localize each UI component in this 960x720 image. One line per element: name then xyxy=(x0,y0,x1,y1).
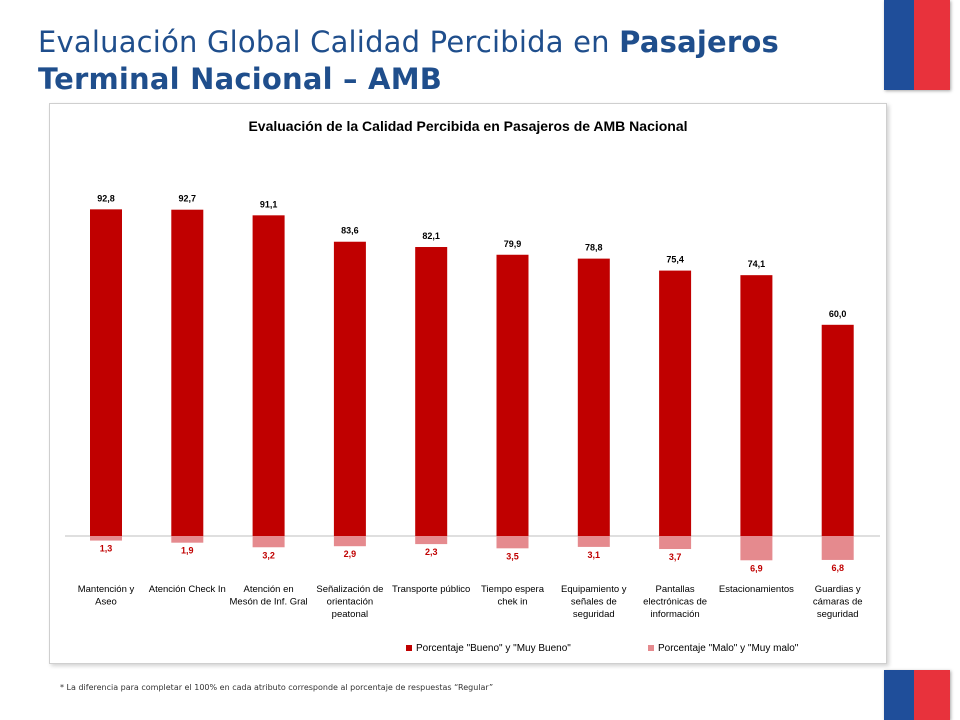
slide-title: Evaluación Global Calidad Percibida en P… xyxy=(38,24,868,98)
data-label-good: 79,9 xyxy=(504,239,522,249)
data-label-bad: 3,1 xyxy=(588,550,601,560)
chart-container: Evaluación de la Calidad Percibida en Pa… xyxy=(49,103,887,664)
category-label: Mantención y Aseo xyxy=(78,584,135,608)
slide-title-bold-1: Pasajeros xyxy=(619,25,779,59)
bar-good xyxy=(496,254,529,536)
bar-bad xyxy=(90,536,122,541)
series-good-bars: 92,8 92,7 91,1 83,6 82,1 79,9 78,8 75,4 74,1 60,0 xyxy=(90,193,854,537)
bar-good xyxy=(740,275,773,536)
data-label-good: 75,4 xyxy=(666,255,684,265)
bar-good xyxy=(577,258,610,536)
data-label-good: 92,8 xyxy=(97,193,115,203)
bar-good xyxy=(252,215,285,536)
bar-bad xyxy=(577,536,610,547)
bar-good xyxy=(821,324,854,536)
data-label-good: 60,0 xyxy=(829,309,847,319)
bar-good xyxy=(171,209,204,537)
series-bad-bars: 1,3 1,9 3,2 2,9 2,3 3,5 3,1 3,7 6,9 6,8 xyxy=(90,536,854,573)
data-label-bad: 6,8 xyxy=(831,563,844,573)
data-label-bad: 6,9 xyxy=(750,563,763,573)
footnote: * La diferencia para completar el 100% e… xyxy=(60,683,494,692)
chart-title: Evaluación de la Calidad Percibida en Pa… xyxy=(248,118,687,134)
data-label-bad: 2,9 xyxy=(344,549,357,559)
slide-title-regular: Evaluación Global Calidad Percibida en xyxy=(38,25,620,59)
data-label-bad: 1,3 xyxy=(100,544,113,554)
data-label-good: 82,1 xyxy=(422,231,440,241)
data-label-good: 92,7 xyxy=(179,194,197,204)
legend-swatch-good xyxy=(406,645,412,651)
bar-good xyxy=(333,241,366,536)
bar-good xyxy=(659,270,692,536)
category-label: Atención Check In xyxy=(149,584,226,595)
data-label-bad: 3,5 xyxy=(506,551,519,561)
bar-good xyxy=(90,209,122,536)
legend-label-good: Porcentaje "Bueno" y "Muy Bueno" xyxy=(416,643,571,654)
flag-red-stripe xyxy=(914,670,950,720)
category-label: Tiempo espera chek in xyxy=(481,584,545,608)
flag-blue-stripe xyxy=(884,0,914,90)
category-label: Atención en Mesón de Inf. Gral xyxy=(230,584,308,608)
category-label: Estacionamientos xyxy=(719,584,794,595)
category-label: Pantallas electrónicas de información xyxy=(643,584,707,620)
bar-bad xyxy=(496,536,529,549)
bar-bad xyxy=(659,536,692,550)
bar-bad xyxy=(821,536,854,560)
data-label-bad: 3,2 xyxy=(262,550,275,560)
flag-decoration-bottom xyxy=(884,670,950,720)
legend: Porcentaje "Bueno" y "Muy Bueno" Porcent… xyxy=(406,643,799,654)
data-label-good: 83,6 xyxy=(341,226,359,236)
bar-bad xyxy=(740,536,773,561)
bar-good xyxy=(415,247,448,536)
category-label: Equipamiento y señales de seguridad xyxy=(561,584,627,620)
legend-swatch-bad xyxy=(648,645,654,651)
bar-bad xyxy=(333,536,366,547)
data-label-bad: 1,9 xyxy=(181,546,194,556)
category-label: Transporte público xyxy=(392,584,470,595)
data-label-bad: 2,3 xyxy=(425,547,438,557)
data-label-bad: 3,7 xyxy=(669,552,682,562)
bar-bad xyxy=(415,536,448,545)
data-label-good: 91,1 xyxy=(260,199,278,209)
flag-blue-stripe xyxy=(884,670,914,720)
slide-title-bold-2: Terminal Nacional – AMB xyxy=(38,62,443,96)
category-labels: Mantención y Aseo Atención Check In Atenció… xyxy=(78,584,863,620)
category-label: Señalización de orientación peatonal xyxy=(316,584,383,620)
flag-decoration-top xyxy=(884,0,950,90)
chart-svg: Evaluación de la Calidad Percibida en Pa… xyxy=(65,118,880,654)
data-label-good: 78,8 xyxy=(585,243,603,253)
category-label: Guardias y cámaras de seguridad xyxy=(813,584,863,620)
flag-red-stripe xyxy=(914,0,950,90)
bar-bad xyxy=(252,536,285,548)
bar-bad xyxy=(171,536,204,543)
legend-label-bad: Porcentaje "Malo" y "Muy malo" xyxy=(658,643,799,654)
data-label-good: 74,1 xyxy=(748,259,766,269)
